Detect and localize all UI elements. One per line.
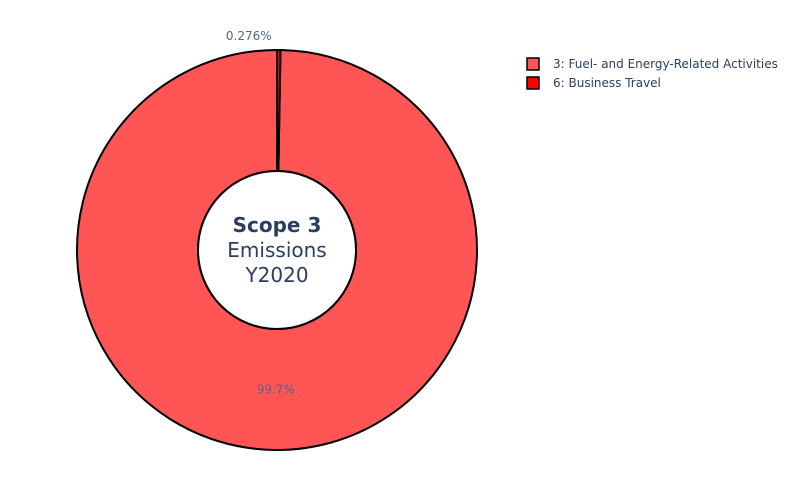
legend-label-1[interactable]: 3: Fuel- and Energy-Related Activities [553,57,778,71]
slice-label-1: 99.7% [257,382,295,396]
legend-label-2[interactable]: 6: Business Travel [553,76,661,90]
legend: 3: Fuel- and Energy-Related Activities 6:… [527,57,778,90]
slice-label-2: 0.276% [226,29,272,43]
center-title-line3: Y2020 [244,263,308,287]
legend-swatch-1[interactable] [527,58,539,70]
legend-swatch-2[interactable] [527,77,539,89]
center-title-line1: Scope 3 [233,213,322,237]
center-title-line2: Emissions [227,238,326,262]
